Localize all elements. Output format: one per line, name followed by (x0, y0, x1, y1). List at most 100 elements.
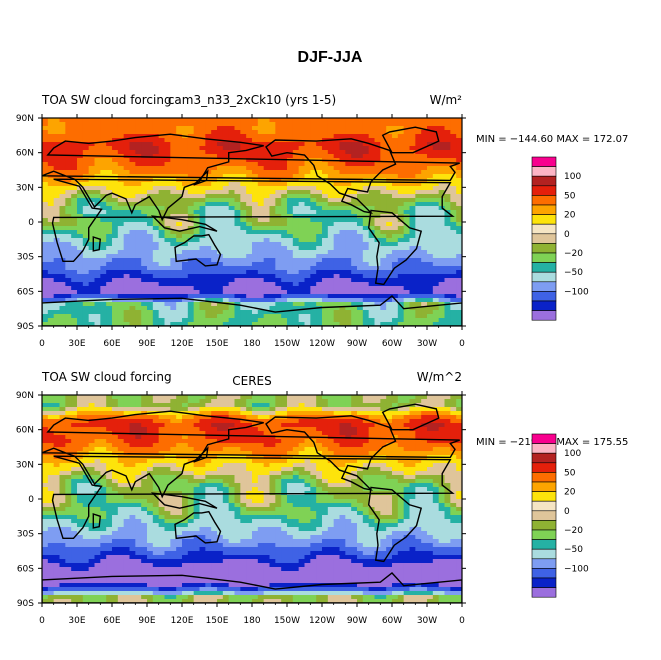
field-cell (351, 246, 358, 251)
field-cell (351, 194, 358, 199)
field-cell (392, 395, 399, 400)
field-cell (222, 206, 230, 211)
field-cell (386, 310, 393, 315)
field-cell (158, 318, 165, 323)
field-cell (199, 142, 206, 147)
field-cell (176, 298, 183, 303)
field-cell (152, 186, 160, 191)
field-cell (217, 146, 224, 151)
field-cell (106, 158, 113, 163)
field-cell (409, 198, 416, 203)
field-cell (59, 310, 66, 315)
field-cell (421, 218, 428, 223)
field-cell (252, 415, 259, 420)
field-cell (409, 435, 416, 440)
field-cell (59, 435, 66, 440)
field-cell (427, 166, 434, 171)
field-cell (368, 270, 375, 275)
field-cell (42, 162, 49, 167)
field-cell (158, 186, 165, 191)
field-cell (409, 282, 416, 287)
field-cell (456, 254, 462, 259)
field-cell (152, 126, 160, 131)
field-cell (211, 258, 218, 263)
field-cell (357, 403, 364, 408)
field-cell (397, 407, 405, 412)
field-cell (427, 254, 434, 259)
field-cell (351, 178, 358, 183)
field-cell (234, 162, 241, 167)
field-cell (427, 395, 434, 400)
field-cell (269, 122, 276, 127)
field-cell (164, 254, 171, 259)
field-cell (421, 130, 428, 135)
field-cell (82, 158, 90, 163)
field-cell (333, 407, 340, 412)
field-cell (287, 126, 294, 131)
field-cell (304, 210, 311, 215)
field-cell (246, 222, 253, 227)
field-cell (211, 310, 218, 315)
y-tick-label: 90N (16, 114, 34, 124)
field-cell (438, 415, 445, 420)
field-cell (211, 146, 218, 151)
field-cell (397, 278, 405, 283)
field-cell (333, 226, 340, 231)
field-cell (193, 198, 200, 203)
field-cell (263, 238, 270, 243)
field-cell (82, 423, 90, 428)
field-cell (147, 218, 154, 223)
field-cell (199, 286, 206, 291)
field-cell (135, 226, 142, 231)
field-cell (182, 246, 189, 251)
field-cell (432, 274, 440, 279)
field-cell (327, 178, 335, 183)
field-cell (228, 294, 235, 299)
field-cell (263, 126, 270, 131)
field-cell (158, 395, 165, 400)
field-cell (298, 443, 305, 448)
field-cell (71, 266, 78, 271)
colorbar-swatch (531, 252, 557, 263)
field-cell (357, 186, 364, 191)
field-cell (450, 226, 457, 231)
field-cell (65, 130, 72, 135)
field-cell (205, 423, 212, 428)
field-cell (444, 190, 451, 195)
field-cell (316, 182, 323, 187)
field-cell (193, 407, 200, 412)
field-cell (380, 399, 387, 404)
field-cell (281, 210, 288, 215)
field-cell (228, 162, 235, 167)
field-cell (427, 138, 434, 143)
field-cell (427, 419, 434, 424)
field-cell (222, 254, 230, 259)
field-cell (397, 134, 405, 139)
field-cell (82, 222, 90, 227)
field-cell (199, 138, 206, 143)
field-cell (322, 318, 329, 323)
field-cell (287, 234, 294, 239)
field-cell (211, 407, 218, 412)
field-cell (71, 122, 78, 127)
field-cell (135, 234, 142, 239)
field-cell (368, 262, 375, 267)
field-cell (112, 274, 119, 279)
field-cell (193, 278, 200, 283)
field-cell (304, 126, 311, 131)
field-cell (380, 170, 387, 175)
field-cell (444, 443, 451, 448)
field-cell (304, 178, 311, 183)
field-cell (252, 399, 259, 404)
field-cell (228, 126, 235, 131)
field-cell (53, 302, 60, 307)
field-cell (368, 194, 375, 199)
field-cell (368, 166, 375, 171)
field-cell (368, 122, 375, 127)
field-cell (444, 146, 451, 151)
field-cell (65, 314, 72, 319)
field-cell (252, 407, 259, 412)
field-cell (421, 407, 428, 412)
field-cell (135, 439, 142, 444)
field-cell (281, 222, 288, 227)
